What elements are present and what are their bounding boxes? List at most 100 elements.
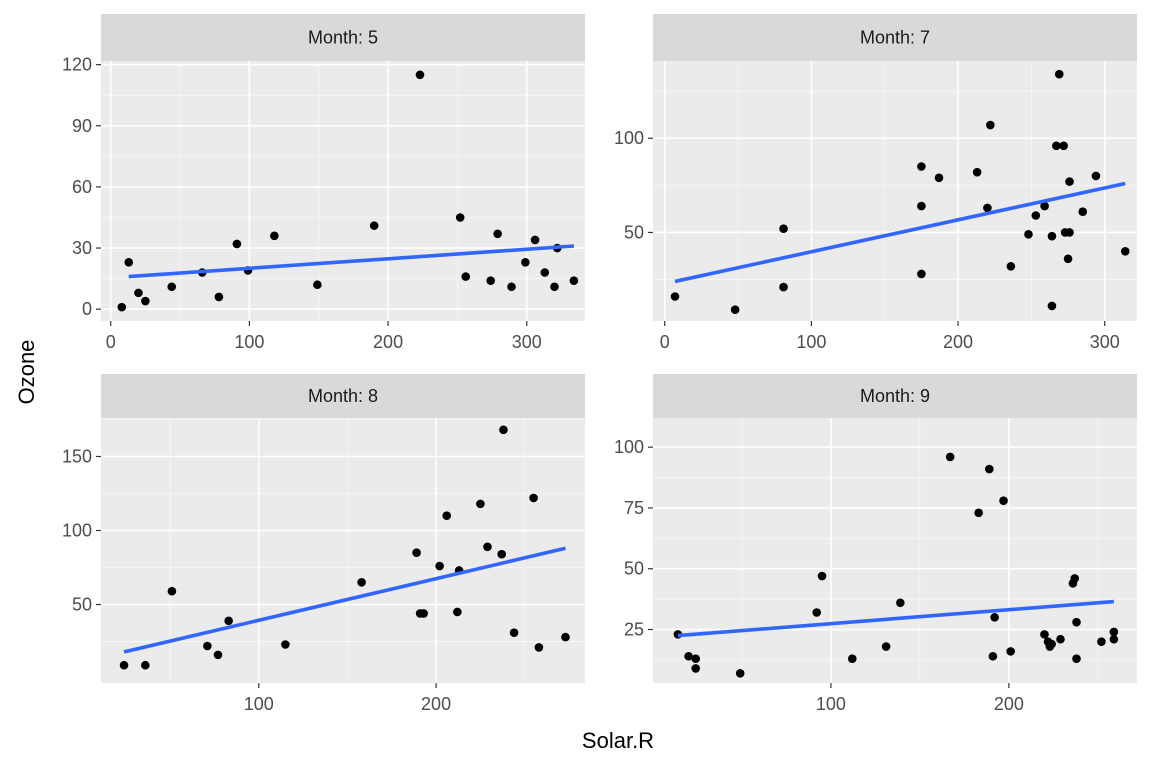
facet-strip-label: Month: 7: [860, 28, 930, 48]
x-tick-label: 100: [816, 694, 846, 714]
data-point: [415, 70, 425, 80]
x-tick-label: 300: [512, 332, 542, 352]
facet-strip-label: Month: 5: [308, 28, 378, 48]
data-point: [435, 561, 444, 571]
data-point: [117, 302, 127, 312]
facet-panels: Month: 5 0 100 200 300 0 30 60 90 120 Month: 7 0 100…: [62, 14, 1137, 714]
data-point: [1031, 211, 1041, 220]
y-tick-label: 50: [624, 559, 644, 579]
data-point: [213, 650, 223, 660]
data-point: [1065, 228, 1074, 237]
facet-panel: Month: 5 0 100 200 300 0 30 60 90 120: [62, 14, 585, 352]
data-point: [779, 224, 788, 233]
data-point: [983, 203, 992, 213]
data-point: [1040, 630, 1049, 639]
data-point: [529, 493, 538, 503]
data-point: [1040, 201, 1049, 211]
data-point: [476, 499, 485, 509]
data-point: [1006, 262, 1016, 271]
data-point: [483, 542, 492, 552]
y-tick-label: 30: [72, 238, 92, 258]
y-tick-label: 0: [82, 299, 92, 319]
trend-line: [674, 181, 1126, 284]
data-point: [730, 305, 740, 314]
data-point: [214, 292, 224, 302]
data-point: [461, 272, 471, 281]
y-tick-label: 60: [72, 177, 92, 197]
y-tick-label: 120: [62, 55, 92, 75]
data-point: [1078, 207, 1088, 217]
panel-background: [653, 418, 1137, 683]
facet-strip: [101, 374, 585, 418]
data-point: [917, 269, 926, 279]
data-point: [203, 641, 212, 651]
y-tick-label: 150: [62, 446, 92, 466]
data-point: [691, 654, 701, 663]
x-tick-label: 100: [234, 332, 264, 352]
x-tick-label: 0: [660, 332, 670, 352]
facet-strip: [653, 374, 1137, 418]
y-tick-label: 100: [614, 128, 644, 148]
data-point: [313, 280, 322, 290]
data-point: [917, 201, 926, 211]
data-point: [684, 651, 693, 661]
data-point: [499, 425, 508, 435]
data-point: [507, 282, 516, 292]
facet-panel: Month: 8 100 200 50 100 150: [62, 374, 585, 714]
y-tick-label: 25: [624, 620, 644, 640]
data-point: [1070, 574, 1080, 583]
data-point: [224, 616, 233, 626]
data-point: [990, 613, 999, 622]
data-point: [988, 651, 998, 661]
data-point: [1072, 654, 1081, 663]
data-point: [281, 640, 290, 649]
data-point: [986, 120, 995, 130]
data-point: [134, 288, 143, 298]
data-point: [1006, 647, 1015, 656]
x-tick-label: 100: [244, 694, 274, 714]
data-point: [691, 664, 701, 673]
data-point: [141, 660, 150, 670]
data-point: [453, 607, 462, 617]
data-point: [896, 598, 905, 608]
data-point: [232, 239, 242, 249]
data-point: [509, 628, 519, 637]
panel-background: [653, 61, 1137, 321]
data-point: [540, 268, 550, 277]
data-point: [985, 464, 994, 474]
data-point: [1047, 639, 1056, 649]
data-point: [670, 292, 680, 301]
data-point: [881, 642, 891, 651]
y-tick-label: 50: [72, 595, 92, 615]
data-point: [1063, 254, 1073, 264]
facet-strip: [101, 14, 585, 61]
data-point: [486, 276, 495, 285]
data-point: [779, 282, 788, 292]
data-point: [972, 167, 982, 177]
data-point: [357, 578, 366, 587]
data-point: [270, 231, 279, 241]
data-point: [119, 660, 129, 670]
x-tick-label: 300: [1090, 332, 1120, 352]
data-point: [521, 258, 530, 267]
x-axis-title: Solar.R: [582, 728, 654, 753]
data-point: [412, 548, 421, 558]
data-point: [561, 632, 570, 642]
data-point: [569, 276, 579, 285]
x-tick-label: 200: [943, 332, 973, 352]
y-tick-label: 100: [62, 521, 92, 541]
y-tick-label: 50: [624, 222, 644, 242]
x-tick-label: 200: [373, 332, 403, 352]
data-point: [812, 608, 822, 617]
data-point: [934, 173, 944, 183]
data-point: [1065, 177, 1074, 186]
y-tick-label: 90: [72, 116, 92, 136]
data-point: [1054, 69, 1064, 79]
data-point: [419, 609, 428, 618]
data-point: [493, 229, 502, 239]
data-point: [167, 282, 177, 292]
facet-panel: Month: 9 100 200 25 50 75 100: [614, 374, 1137, 714]
facet-strip: [653, 14, 1137, 61]
data-point: [534, 643, 544, 652]
